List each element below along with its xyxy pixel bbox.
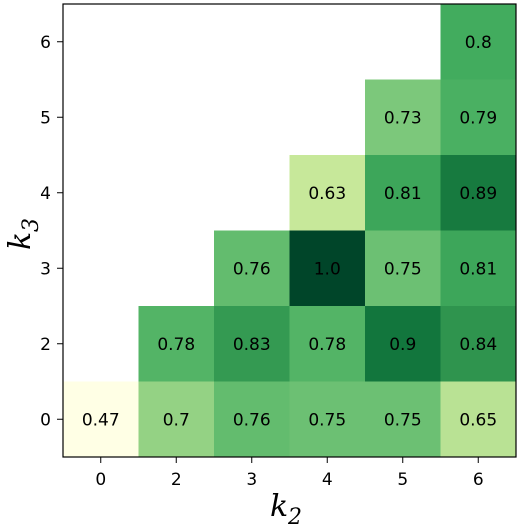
cell-label: 0.9 (389, 335, 416, 355)
y-axis-title: k 3 (3, 218, 44, 250)
y-tick-label: 0 (40, 410, 51, 430)
cell (440, 381, 516, 457)
cell-label: 0.75 (308, 410, 346, 430)
cell-label: 0.63 (308, 184, 346, 204)
y-tick-label: 3 (40, 259, 51, 279)
cell-label: 0.84 (459, 335, 497, 355)
x-tick-label: 3 (246, 470, 257, 490)
x-tick-label: 6 (473, 470, 484, 490)
cell (365, 79, 441, 155)
plot-frame (62, 3, 517, 458)
x-axis-title: k 2 (270, 489, 302, 528)
y-tick-label: 6 (40, 33, 51, 53)
cell-label: 1.0 (314, 259, 341, 279)
cell (214, 230, 290, 306)
y-label-sub: 3 (19, 218, 44, 232)
y-tick-label: 5 (40, 108, 51, 128)
cell (440, 306, 516, 382)
cell-label: 0.81 (384, 184, 422, 204)
cell-label: 0.8 (465, 33, 492, 53)
y-label: k (3, 232, 38, 250)
cell-label: 0.7 (163, 410, 190, 430)
x-tick-label: 4 (322, 470, 333, 490)
cell (365, 155, 441, 231)
cell (289, 230, 365, 306)
cell (289, 155, 365, 231)
cell (365, 306, 441, 382)
cell-label: 0.78 (308, 335, 346, 355)
cell (440, 230, 516, 306)
cell (289, 306, 365, 382)
y-tick-label: 2 (40, 335, 51, 355)
cell (138, 381, 214, 457)
cell-label: 0.75 (384, 259, 422, 279)
cell (289, 381, 365, 457)
x-tick-label: 2 (171, 470, 182, 490)
cell (214, 306, 290, 382)
cell-label: 0.76 (233, 259, 271, 279)
cell-label: 0.73 (384, 108, 422, 128)
cell (440, 79, 516, 155)
cell-label: 0.78 (157, 335, 195, 355)
x-label-sub: 2 (287, 505, 302, 528)
cell-label: 0.47 (82, 410, 120, 430)
x-tick-label: 5 (397, 470, 408, 490)
cell-label: 0.65 (459, 410, 497, 430)
cell-label: 0.76 (233, 410, 271, 430)
cell-label: 0.79 (459, 108, 497, 128)
cell-label: 0.89 (459, 184, 497, 204)
cell-label: 0.83 (233, 335, 271, 355)
cell-label: 0.75 (384, 410, 422, 430)
cell (138, 306, 214, 382)
cell (365, 381, 441, 457)
y-tick-label: 4 (40, 184, 51, 204)
cell (214, 381, 290, 457)
x-tick-label: 0 (95, 470, 106, 490)
cell (440, 155, 516, 231)
cell (63, 381, 139, 457)
cell (440, 4, 516, 80)
x-label: k (270, 489, 288, 524)
cell (365, 230, 441, 306)
cell-label: 0.81 (459, 259, 497, 279)
